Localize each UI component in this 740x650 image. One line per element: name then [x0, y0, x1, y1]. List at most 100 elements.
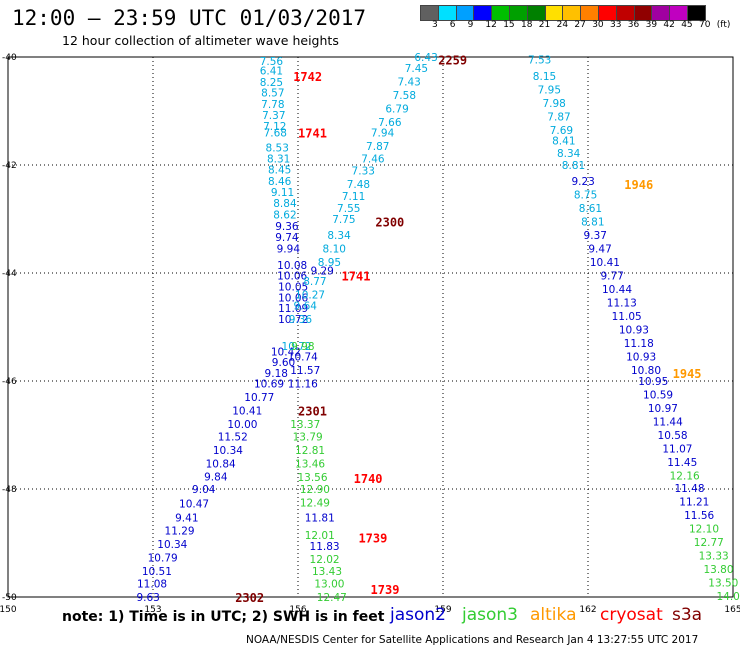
- wave-height-value: 7.55: [337, 203, 360, 215]
- longitude-tick-label: 162: [579, 605, 596, 615]
- wave-height-value: 7.68: [264, 128, 287, 140]
- wave-height-value: 11.56: [684, 510, 714, 522]
- wave-height-value: 12.81: [295, 445, 325, 457]
- wave-height-value: 7.46: [361, 154, 385, 166]
- wave-height-value: 12.49: [300, 498, 330, 510]
- wave-height-value: 13.43: [312, 566, 342, 578]
- wave-height-value: 7.45: [405, 63, 428, 75]
- wave-height-value: 8.81: [562, 160, 585, 172]
- wave-height-value: 8.34: [557, 148, 581, 160]
- wave-height-value: 9.64: [294, 300, 318, 312]
- latitude-tick-label: -44: [2, 269, 17, 279]
- color-scale-tick-label: 24: [556, 20, 569, 30]
- wave-height-value: 7.53: [528, 55, 551, 67]
- color-scale-tick-label: 3: [432, 20, 438, 30]
- wave-height-value: 13.00: [314, 579, 344, 591]
- pass-time-label: 1739: [371, 583, 400, 597]
- wave-height-value: 10.44: [602, 284, 632, 296]
- wave-height-value: 8.25: [260, 77, 283, 89]
- pass-time-label: 1946: [624, 178, 653, 192]
- latitude-tick-label: -46: [2, 377, 17, 387]
- wave-height-value: 9.41: [175, 513, 198, 525]
- credit-line: NOAA/NESDIS Center for Satellite Applica…: [246, 634, 699, 646]
- wave-height-value: 8.31: [267, 154, 290, 166]
- wave-height-value: 9.98: [291, 341, 314, 353]
- wave-height-value: 9.11: [271, 187, 294, 199]
- pass-time-label: 1739: [358, 532, 387, 546]
- wave-height-value: 6.79: [385, 103, 408, 115]
- wave-height-value: 8.84: [273, 198, 297, 210]
- wave-height-value: 11.08: [137, 579, 167, 591]
- pass-time-label: 2300: [375, 216, 404, 230]
- wave-height-value: 8.81: [581, 217, 604, 229]
- wave-height-value: 7.78: [261, 99, 284, 111]
- pass-time-label: 2302: [235, 591, 264, 605]
- satellite-legend-s3a: s3a: [672, 605, 703, 625]
- wave-height-value: 10.05: [278, 282, 308, 294]
- color-scale-tick-label: 21: [538, 20, 551, 30]
- wave-height-value: 12.10: [689, 523, 719, 535]
- wave-height-value: 13.50: [708, 577, 738, 589]
- wave-height-value: 10.34: [213, 445, 243, 457]
- color-scale-tick-label: 12: [485, 20, 497, 30]
- wave-height-value: 10.41: [590, 257, 620, 269]
- wave-height-value: 10.59: [643, 390, 673, 402]
- wave-height-value: 8.45: [268, 164, 291, 176]
- latitude-tick-label: -42: [2, 161, 17, 171]
- wave-height-value: 7.95: [538, 84, 561, 96]
- longitude-tick-label: 153: [144, 605, 161, 615]
- wave-height-value: 11.29: [165, 526, 195, 538]
- wave-height-value: 9.74: [275, 232, 299, 244]
- wave-height-value: 10.42: [271, 346, 301, 358]
- wave-height-value: 8.53: [266, 143, 289, 155]
- wave-height-value: 9.36: [275, 221, 299, 233]
- color-scale-tick-label: 27: [574, 20, 586, 30]
- wave-height-value: 9.36: [289, 314, 313, 326]
- wave-height-value: 11.18: [624, 338, 654, 350]
- wave-height-value: 10.08: [277, 260, 307, 272]
- color-scale-tick-label: 9: [467, 20, 474, 30]
- wave-height-value: 10.79: [148, 553, 178, 565]
- wave-height-value: 8.62: [273, 210, 296, 222]
- wave-height-value: 10.72: [282, 341, 312, 353]
- wave-height-value: 7.43: [397, 76, 420, 88]
- wave-height-value: 11.45: [667, 457, 697, 469]
- wave-height-value: 8.41: [552, 136, 575, 148]
- pass-time-label: 2301: [298, 405, 327, 419]
- wave-height-value: 10.27: [295, 290, 325, 302]
- wave-height-value: 10.06: [278, 292, 308, 304]
- wave-height-value: 13.37: [290, 419, 320, 431]
- color-scale-tick-label: (ft): [716, 20, 731, 30]
- wave-height-value: 7.56: [260, 56, 284, 68]
- wave-height-value: 11.16: [288, 379, 318, 391]
- wave-height-value: 10.47: [179, 499, 209, 511]
- wave-height-value: 7.37: [262, 110, 285, 122]
- wave-height-value: 7.33: [352, 165, 375, 177]
- wave-height-value: 8.46: [268, 176, 292, 188]
- color-scale-tick-label: 36: [627, 20, 640, 30]
- wave-height-value: 10.74: [288, 352, 318, 364]
- wave-height-value: 9.94: [277, 244, 301, 256]
- wave-height-value: 8.10: [323, 244, 346, 256]
- color-scale-tick-label: 18: [521, 20, 533, 30]
- wave-height-value: 13.80: [703, 564, 733, 576]
- wave-height-value: 7.48: [347, 179, 370, 191]
- color-scale-tick-label: 6: [449, 20, 456, 30]
- pass-time-label: 2259: [438, 54, 467, 68]
- wave-height-value: 10.41: [232, 406, 262, 418]
- wave-height-value: 12.90: [300, 484, 330, 496]
- wave-height-value: 11.21: [679, 496, 709, 508]
- longitude-tick-label: 150: [0, 605, 17, 615]
- color-scale-tick-label: 39: [645, 20, 658, 30]
- satellite-legend-jason3: jason3: [462, 605, 518, 625]
- wave-height-value: 11.09: [278, 303, 308, 315]
- wave-height-value: 8.75: [574, 190, 597, 202]
- wave-height-value: 10.84: [206, 459, 236, 471]
- wave-height-value: 6.43: [414, 52, 437, 64]
- satellite-legend-jason2: jason2: [390, 605, 446, 625]
- wave-height-value: 10.93: [626, 352, 656, 364]
- wave-height-value: 7.12: [263, 121, 286, 133]
- wave-height-value: 10.34: [157, 539, 187, 551]
- pass-time-label: 1945: [673, 367, 702, 381]
- color-scale-tick-label: 70: [699, 20, 711, 30]
